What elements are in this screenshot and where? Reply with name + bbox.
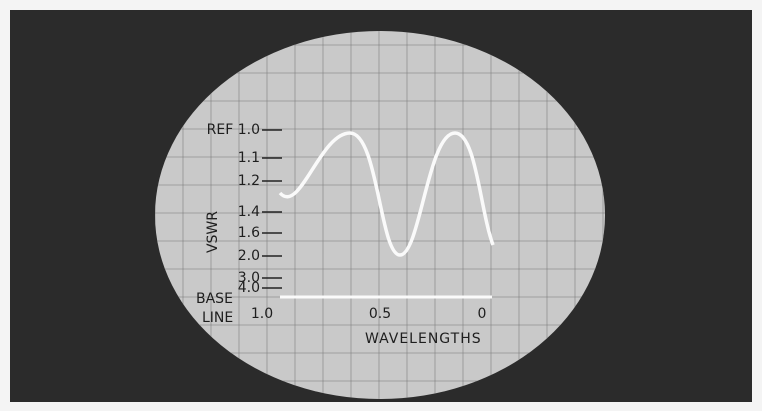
y-label: 1.2 [238,173,260,189]
page: VSWR WAVELENGTHS BASE LINE REF 1.0 1.1 1.2… [0,0,762,411]
y-label: 1.6 [238,225,260,241]
y-label: 1.1 [238,150,260,166]
oscilloscope-photo: VSWR WAVELENGTHS BASE LINE REF 1.0 1.1 1.2… [0,0,762,411]
x-axis-title: WAVELENGTHS [365,331,482,347]
baseline-label: LINE [202,310,233,326]
y-axis-title: VSWR [205,211,221,253]
y-label: 4.0 [238,280,260,296]
x-label: 1.0 [251,306,273,322]
y-label: REF 1.0 [207,122,260,138]
y-label: 2.0 [238,248,260,264]
x-label: 0.5 [369,306,391,322]
y-label: 1.4 [238,204,260,220]
baseline-label: BASE [196,291,233,307]
x-label: 0 [478,306,487,322]
